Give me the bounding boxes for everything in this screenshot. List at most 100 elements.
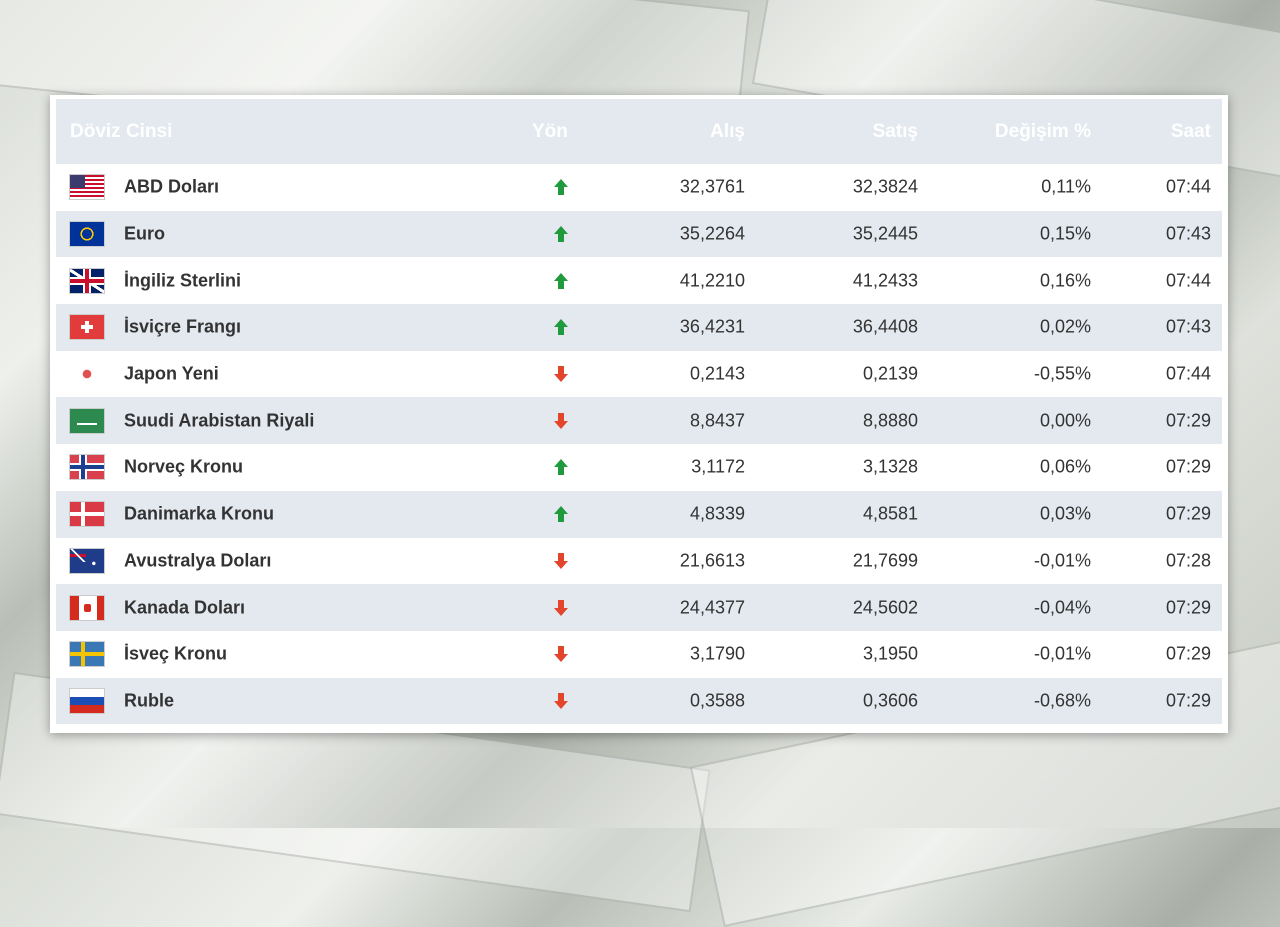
currency-row: Suudi Arabistan Riyali 8,8437 8,8880 0,00% 0… xyxy=(56,397,1222,445)
direction-arrow xyxy=(554,692,568,709)
flag xyxy=(69,501,105,528)
currency-row: Norveç Kronu 3,1172 3,1328 0,06% 07:29 xyxy=(56,444,1222,491)
change-percent: -0,04% xyxy=(1033,597,1091,618)
currency-name: Euro xyxy=(124,223,166,244)
flag xyxy=(69,407,105,434)
header-cell: Yön xyxy=(532,120,568,142)
flag xyxy=(69,594,105,621)
header-cell: Saat xyxy=(1170,120,1211,142)
direction-arrow xyxy=(554,459,568,476)
change-percent: 0,06% xyxy=(1039,456,1091,477)
change-percent: 0,15% xyxy=(1039,223,1091,244)
update-time: 07:43 xyxy=(1165,316,1211,337)
direction-arrow xyxy=(554,412,568,429)
flag xyxy=(69,687,105,714)
sell-rate: 8,8880 xyxy=(862,410,918,431)
currency-row: İsveç Kronu 3,1790 3,1950 -0,01% 07:29 xyxy=(56,631,1222,678)
change-percent: 0,11% xyxy=(1041,176,1091,197)
direction-arrow xyxy=(554,319,568,336)
buy-rate: 0,2143 xyxy=(689,363,745,384)
flag xyxy=(69,547,105,574)
currency-name: Norveç Kronu xyxy=(124,456,244,477)
change-percent: 0,02% xyxy=(1039,316,1091,337)
direction-arrow xyxy=(554,179,568,196)
buy-rate: 35,2264 xyxy=(679,223,745,244)
update-time: 07:28 xyxy=(1165,550,1211,571)
sell-rate: 4,8581 xyxy=(862,503,918,524)
update-time: 07:43 xyxy=(1165,223,1211,244)
arrow-shape xyxy=(554,412,568,429)
update-time: 07:44 xyxy=(1165,176,1211,197)
currency-name: ABD Doları xyxy=(124,176,220,197)
buy-rate: 41,2210 xyxy=(679,270,745,291)
change-percent: -0,01% xyxy=(1033,550,1091,571)
sell-rate: 3,1950 xyxy=(862,643,918,664)
currency-row: İsviçre Frangı 36,4231 36,4408 0,02% 07:43 xyxy=(56,304,1222,351)
currency-row: ABD Doları 32,3761 32,3824 0,11% 07:44 xyxy=(56,164,1222,211)
flag xyxy=(69,454,105,481)
update-time: 07:44 xyxy=(1165,270,1211,291)
currency-name: Suudi Arabistan Riyali xyxy=(124,410,315,431)
currency-row: Danimarka Kronu 4,8339 4,8581 0,03% 07:29 xyxy=(56,490,1222,538)
buy-rate: 3,1790 xyxy=(689,643,745,664)
currency-name: Japon Yeni xyxy=(124,363,219,384)
update-time: 07:44 xyxy=(1165,363,1211,384)
change-percent: 0,00% xyxy=(1039,410,1091,431)
flag xyxy=(69,314,105,341)
change-percent: -0,01% xyxy=(1033,643,1091,664)
update-time: 07:29 xyxy=(1165,597,1211,618)
header-cell: Alış xyxy=(710,120,745,142)
sell-rate: 32,3824 xyxy=(852,176,918,197)
currency-name: İngiliz Sterlini xyxy=(124,270,242,291)
arrow-shape xyxy=(554,599,568,616)
currency-row: Ruble 0,3588 0,3606 -0,68% 07:29 xyxy=(56,677,1222,725)
currency-name: Avustralya Doları xyxy=(124,550,272,571)
arrow-shape xyxy=(554,506,568,523)
flag xyxy=(69,641,105,668)
arrow-shape xyxy=(554,646,568,663)
update-time: 07:29 xyxy=(1165,690,1211,711)
update-time: 07:29 xyxy=(1165,410,1211,431)
change-percent: 0,03% xyxy=(1039,503,1091,524)
direction-arrow xyxy=(554,506,568,523)
flag xyxy=(69,267,105,294)
buy-rate: 24,4377 xyxy=(679,597,745,618)
header-row: Döviz Cinsi Yön Alış Satış Değişim % Saa… xyxy=(56,99,1222,164)
arrow-shape xyxy=(554,692,568,709)
header-cell: Değişim % xyxy=(994,120,1091,142)
sell-rate: 0,2139 xyxy=(862,363,918,384)
arrow-shape xyxy=(554,179,568,196)
sell-rate: 3,1328 xyxy=(862,456,918,477)
update-time: 07:29 xyxy=(1165,503,1211,524)
arrow-shape xyxy=(554,459,568,476)
direction-arrow xyxy=(554,646,568,663)
currency-name: Danimarka Kronu xyxy=(124,503,275,524)
buy-rate: 3,1172 xyxy=(691,456,745,477)
direction-arrow xyxy=(554,226,568,243)
buy-rate: 0,3588 xyxy=(689,690,745,711)
currency-name: İsviçre Frangı xyxy=(124,316,242,337)
buy-rate: 32,3761 xyxy=(679,176,745,197)
update-time: 07:29 xyxy=(1165,456,1211,477)
buy-rate: 36,4231 xyxy=(679,316,745,337)
sell-rate: 21,7699 xyxy=(852,550,918,571)
header-cell: Döviz Cinsi xyxy=(70,120,173,142)
update-time: 07:29 xyxy=(1165,643,1211,664)
buy-rate: 8,8437 xyxy=(689,410,745,431)
arrow-shape xyxy=(554,366,568,383)
change-percent: -0,55% xyxy=(1033,363,1091,384)
arrow-shape xyxy=(554,272,568,289)
change-percent: 0,16% xyxy=(1039,270,1091,291)
sell-rate: 0,3606 xyxy=(862,690,918,711)
currency-row: Avustralya Doları 21,6613 21,7699 -0,01% 07:… xyxy=(56,538,1222,585)
currency-row: Euro 35,2264 35,2445 0,15% 07:43 xyxy=(56,210,1222,258)
sell-rate: 36,4408 xyxy=(852,316,918,337)
currency-row: İngiliz Sterlini 41,2210 41,2433 0,16% 07:44 xyxy=(56,257,1222,304)
sell-rate: 24,5602 xyxy=(852,597,918,618)
direction-arrow xyxy=(554,366,568,383)
flag xyxy=(69,174,105,201)
change-percent: -0,68% xyxy=(1033,690,1091,711)
direction-arrow xyxy=(554,599,568,616)
arrow-shape xyxy=(554,319,568,336)
